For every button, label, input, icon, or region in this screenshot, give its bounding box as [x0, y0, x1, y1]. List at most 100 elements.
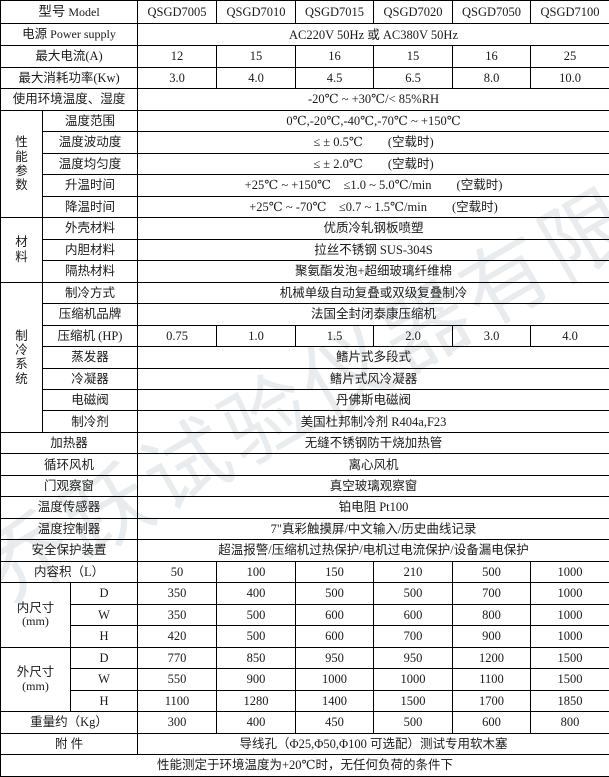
value-max-current-3: 16 [295, 45, 375, 68]
value-outer-w-6: 1500 [530, 668, 609, 691]
value-inner-d-2: 400 [216, 582, 297, 605]
table-row-condenser: 冷凝器 鳍片式风冷凝器 [1, 367, 609, 391]
value-volume-4: 210 [373, 560, 454, 584]
model-column-2: QSGD7010 [216, 0, 297, 25]
table-row-refrig-method: 制 冷 系 统 制冷方式 机械单级自动复叠或双级复叠制冷 [0, 281, 609, 433]
sub-label-shell-material: 外壳材料 [41, 217, 139, 240]
value-refrigerant: 美国杜邦制冷剂 R404a,F23 [137, 410, 609, 433]
sub-label-solenoid-valve: 电磁阀 [41, 388, 139, 412]
sub-label-outer-d: D [69, 646, 139, 670]
model-label-cn: 型号 [38, 4, 66, 20]
inner-size-label: 内尺寸 [16, 601, 55, 615]
table-row-max-current: 最大电流(A) 12 15 16 15 16 25 [0, 45, 609, 68]
value-inner-d-1: 350 [137, 582, 218, 605]
value-volume-1: 50 [137, 560, 218, 584]
value-inner-w-2: 500 [216, 603, 297, 627]
group-label-refrigeration-char-4: 统 [15, 371, 28, 386]
value-max-power-3: 4.5 [295, 66, 375, 90]
value-refrigeration-method: 机械单级自动复叠或双级复叠制冷 [137, 281, 609, 305]
value-shell-material: 优质冷轧钢板喷塑 [137, 217, 609, 240]
value-compressor-hp-1: 0.75 [137, 324, 218, 348]
inner-size-unit: (mm) [22, 614, 49, 629]
sub-label-inner-w: W [69, 603, 139, 627]
value-inner-w-3: 600 [295, 603, 375, 627]
group-label-refrigeration: 制 冷 系 统 [0, 281, 43, 433]
sub-label-outer-h: H [69, 689, 139, 713]
value-compressor-hp-6: 4.0 [530, 324, 609, 348]
value-max-power-5: 8.0 [452, 66, 532, 90]
model-label-cell: 型号 Model [0, 0, 139, 25]
value-max-current-6: 25 [530, 45, 609, 68]
value-inner-h-6: 1000 [530, 625, 609, 648]
value-cooling-time: +25℃ ~ -70℃ ≤0.7 ~ 1.5℃/min (空载时) [137, 195, 609, 219]
value-outer-h-6: 1850 [530, 689, 609, 713]
value-outer-d-2: 850 [216, 646, 297, 670]
value-temp-uniformity: ≤ ± 2.0℃ (空载时) [137, 152, 609, 176]
table-row-accessories: 附 件 导线孔（Φ25,Φ50,Φ100 可选配）测试专用软木塞 [0, 732, 609, 756]
table-row-perf-temp-uniform: 温度均匀度 ≤ ± 2.0℃ (空载时) [1, 152, 609, 176]
group-label-performance: 性 能 参 数 [0, 109, 43, 219]
value-outer-d-4: 950 [373, 646, 454, 670]
sub-label-refrigeration-method: 制冷方式 [41, 281, 139, 305]
value-weight-6: 800 [530, 711, 609, 734]
table-row-model-header: 型号 Model QSGD7005 QSGD7010 QSGD7015 QSGD… [0, 0, 609, 25]
sub-label-inner-d: D [69, 582, 139, 605]
table-row-power-supply: 电源 Power supply AC220V 50Hz 或 AC380V 50H… [0, 23, 609, 47]
table-row-material-insulation: 隔热材料 聚氨酯发泡+超细玻璃纤维棉 [1, 260, 609, 283]
outer-size-label: 外尺寸 [16, 665, 55, 680]
sub-label-outer-w: W [69, 668, 139, 691]
sub-label-inner-h: H [69, 625, 139, 648]
group-label-performance-char-3: 参 [15, 163, 28, 178]
sub-label-condenser: 冷凝器 [41, 367, 139, 391]
value-inner-d-6: 1000 [530, 582, 609, 605]
value-max-power-4: 6.5 [373, 66, 454, 90]
table-row-outer-size-h: H 1100 1280 1400 1500 1700 1850 [1, 689, 609, 713]
table-row-view-window: 门观察窗 真空玻璃观察窗 [0, 474, 609, 498]
value-outer-d-3: 950 [295, 646, 375, 670]
table-row-weight: 重量约（Kg） 300 400 450 500 600 800 [0, 711, 609, 734]
value-compressor-hp-3: 1.5 [295, 324, 375, 348]
row-label-safety-protection: 安全保护装置 [0, 539, 139, 562]
value-compressor-brand: 法国全封闭泰康压缩机 [137, 303, 609, 326]
value-volume-3: 150 [295, 560, 375, 584]
row-label-view-window: 门观察窗 [0, 474, 139, 498]
sub-label-evaporator: 蒸发器 [41, 346, 139, 369]
value-accessories: 导线孔（Φ25,Φ50,Φ100 可选配）测试专用软木塞 [137, 732, 609, 756]
group-label-material-char-2: 料 [15, 249, 28, 264]
value-outer-w-5: 1100 [452, 668, 532, 691]
power-supply-label-cn: 电源 [22, 27, 48, 42]
table-row-circulation-fan: 循环风机 离心风机 [0, 453, 609, 476]
table-row-material-liner: 内胆材料 拉丝不锈钢 SUS-304S [1, 238, 609, 262]
group-label-performance-char-4: 数 [15, 178, 28, 193]
table-row-ambient: 使用环境温度、湿度 -20℃ ~ +30℃/< 85%RH [0, 88, 609, 111]
value-volume-2: 100 [216, 560, 297, 584]
sub-label-liner-material: 内胆材料 [41, 238, 139, 262]
footer-note: 性能测定于环境温度为+20℃时，无任何负荷的条件下 [0, 754, 609, 777]
value-inner-w-4: 600 [373, 603, 454, 627]
table-row-temp-sensor: 温度传感器 铂电阻 Pt100 [0, 496, 609, 519]
value-view-window: 真空玻璃观察窗 [137, 474, 609, 498]
value-outer-d-5: 1200 [452, 646, 532, 670]
table-row-temp-controller: 温度控制器 7"真彩触摸屏/中文输入/历史曲线记录 [0, 517, 609, 541]
value-outer-h-4: 1500 [373, 689, 454, 713]
value-circulation-fan: 离心风机 [137, 453, 609, 476]
group-label-outer-size: 外尺寸 (mm) [0, 646, 71, 713]
value-evaporator: 鳍片式多段式 [137, 346, 609, 369]
value-outer-w-4: 1000 [373, 668, 454, 691]
value-solenoid-valve: 丹佛斯电磁阀 [137, 388, 609, 412]
sub-label-temp-fluctuation: 温度波动度 [41, 131, 139, 154]
value-inner-w-6: 1000 [530, 603, 609, 627]
value-compressor-hp-2: 1.0 [216, 324, 297, 348]
value-condenser: 鳍片式风冷凝器 [137, 367, 609, 391]
value-heater: 无缝不锈钢防干烧加热管 [137, 431, 609, 455]
value-volume-6: 1000 [530, 560, 609, 584]
sub-label-insulation-material: 隔热材料 [41, 260, 139, 283]
table-row-evaporator: 蒸发器 鳍片式多段式 [1, 346, 609, 369]
table-row-perf-temp-fluct: 温度波动度 ≤ ± 0.5℃ (空载时) [1, 131, 609, 154]
value-temp-fluctuation: ≤ ± 0.5℃ (空载时) [137, 131, 609, 154]
value-inner-w-1: 350 [137, 603, 218, 627]
value-outer-w-3: 1000 [295, 668, 375, 691]
value-weight-1: 300 [137, 711, 218, 734]
table-row-solenoid-valve: 电磁阀 丹佛斯电磁阀 [1, 388, 609, 412]
value-outer-w-2: 900 [216, 668, 297, 691]
